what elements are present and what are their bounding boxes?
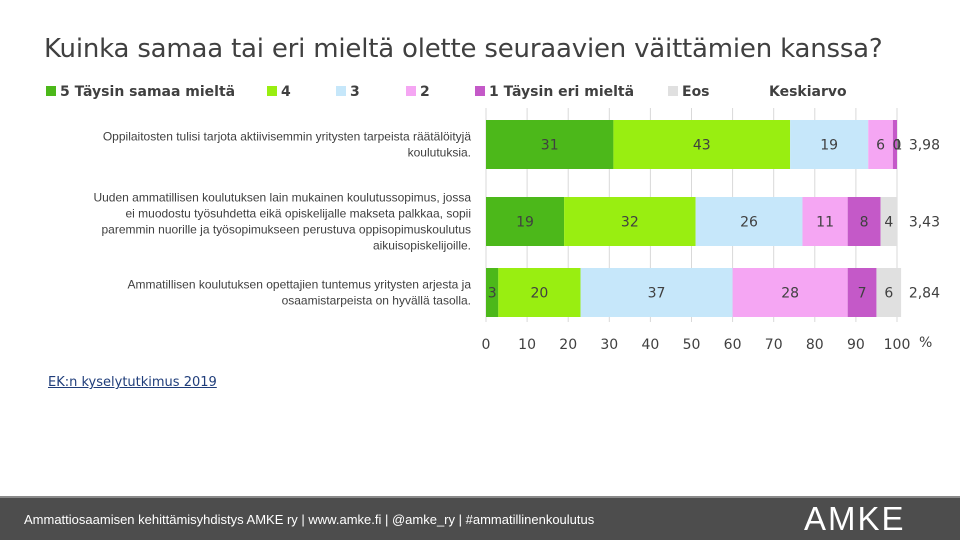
bar-segment-r1-s2	[613, 120, 791, 169]
bar-segment-r1-s5	[892, 120, 897, 169]
x-tick-label: 0	[482, 337, 491, 353]
legend-label-1: 5 Täysin samaa mieltä	[60, 84, 235, 100]
legend-swatch-4	[406, 86, 416, 96]
legend-swatch-1	[46, 86, 56, 96]
category-label-r2-l3: paremmin nuorille ja työsopimukseen peru…	[101, 223, 471, 237]
bar-segment-r3-s3	[580, 268, 733, 317]
bar-segment-r2-s2	[564, 197, 696, 246]
data-label-r2-s3: 26	[740, 215, 758, 231]
data-label-r2-s5: 8	[860, 215, 869, 231]
category-label-r2-l2: ei muodostu työsuhdetta eikä opiskelijal…	[125, 207, 471, 221]
x-tick-label: 70	[765, 337, 783, 353]
bar-segment-r2-s6	[880, 197, 897, 246]
category-label-r1-l1: Oppilaitosten tulisi tarjota aktiivisemm…	[103, 130, 471, 144]
data-label-r3-s6: 6	[884, 286, 893, 302]
legend-label-3: 3	[350, 84, 360, 100]
chart-title: Kuinka samaa tai eri mieltä olette seura…	[44, 34, 883, 64]
legend-label-5: 1 Täysin eri mieltä	[489, 84, 634, 100]
category-label-r3-l1: Ammatillisen koulutuksen opettajien tunt…	[128, 278, 472, 292]
legend-swatch-3	[336, 86, 346, 96]
category-label-r2-l4: aikuisopiskelijoille.	[373, 239, 471, 253]
x-tick-label: 80	[806, 337, 824, 353]
bar-segment-r1-s3	[790, 120, 869, 169]
average-value-r3: 2,84	[909, 286, 940, 302]
data-label-r1-s1: 31	[541, 138, 559, 154]
data-label-r2-s2: 32	[621, 215, 639, 231]
legend-label-2: 4	[281, 84, 291, 100]
average-value-r2: 3,43	[909, 215, 940, 231]
x-tick-label: 50	[683, 337, 701, 353]
data-label-r3-s3: 37	[648, 286, 666, 302]
bar-segment-r3-s4	[732, 268, 848, 317]
footer-bar: Ammattiosaamisen kehittämisyhdistys AMKE…	[0, 496, 960, 540]
bar-segment-r1-s4	[868, 120, 893, 169]
source-link[interactable]: EK:n kyselytutkimus 2019	[48, 375, 217, 390]
average-header: Keskiarvo	[769, 84, 847, 100]
data-label-r2-s6: 4	[884, 215, 893, 231]
x-tick-label: 60	[724, 337, 742, 353]
legend-swatch-6	[668, 86, 678, 96]
bar-segment-r2-s1	[486, 197, 565, 246]
x-tick-label: 40	[641, 337, 659, 353]
footer-text: Ammattiosaamisen kehittämisyhdistys AMKE…	[24, 512, 595, 527]
data-label-r3-s4: 28	[781, 286, 799, 302]
category-label-r3-l2: osaamistarpeista on hyvällä tasolla.	[282, 294, 471, 308]
bar-segment-r3-s1	[486, 268, 499, 317]
data-label-r1-s3: 19	[820, 138, 838, 154]
x-tick-label: 100	[884, 337, 911, 353]
bar-segment-r2-s3	[695, 197, 803, 246]
average-value-r1: 3,98	[909, 138, 940, 154]
data-label-r1-s4: 6	[876, 138, 885, 154]
category-label-r2-l1: Uuden ammatillisen koulutuksen lain muka…	[93, 191, 471, 205]
x-tick-label: 90	[847, 337, 865, 353]
x-tick-label: 20	[559, 337, 577, 353]
stacked-bar-chart: 5 Täysin samaa mieltä 4 3 2 1 Täysin eri mie…	[46, 84, 940, 353]
bar-segment-r3-s2	[498, 268, 581, 317]
legend-swatch-5	[475, 86, 485, 96]
data-label-r1-s5: 1	[893, 138, 902, 154]
data-label-r1-s2: 43	[693, 138, 711, 154]
x-axis-label: %	[919, 335, 932, 351]
data-label-r3-s5: 7	[858, 286, 867, 302]
legend-label-6: Eos	[682, 84, 710, 100]
legend-label-4: 2	[420, 84, 430, 100]
data-label-r3-s2: 20	[531, 286, 549, 302]
data-label-r2-s1: 19	[516, 215, 534, 231]
data-label-r3-s1: 3	[488, 286, 497, 302]
data-label-r2-s4: 11	[816, 215, 834, 231]
bar-segment-r2-s4	[802, 197, 848, 246]
bar-segment-r1-s1	[486, 120, 614, 169]
bar-segment-r3-s5	[847, 268, 877, 317]
legend-swatch-2	[267, 86, 277, 96]
bar-segment-r2-s5	[847, 197, 881, 246]
bar-segment-r3-s6	[876, 268, 902, 317]
data-label-r1-s6: 0	[893, 138, 902, 154]
category-label-r1-l2: koulutuksia.	[408, 146, 471, 160]
x-tick-label: 10	[518, 337, 536, 353]
x-tick-label: 30	[600, 337, 618, 353]
amke-logo: AMKE	[804, 500, 906, 537]
